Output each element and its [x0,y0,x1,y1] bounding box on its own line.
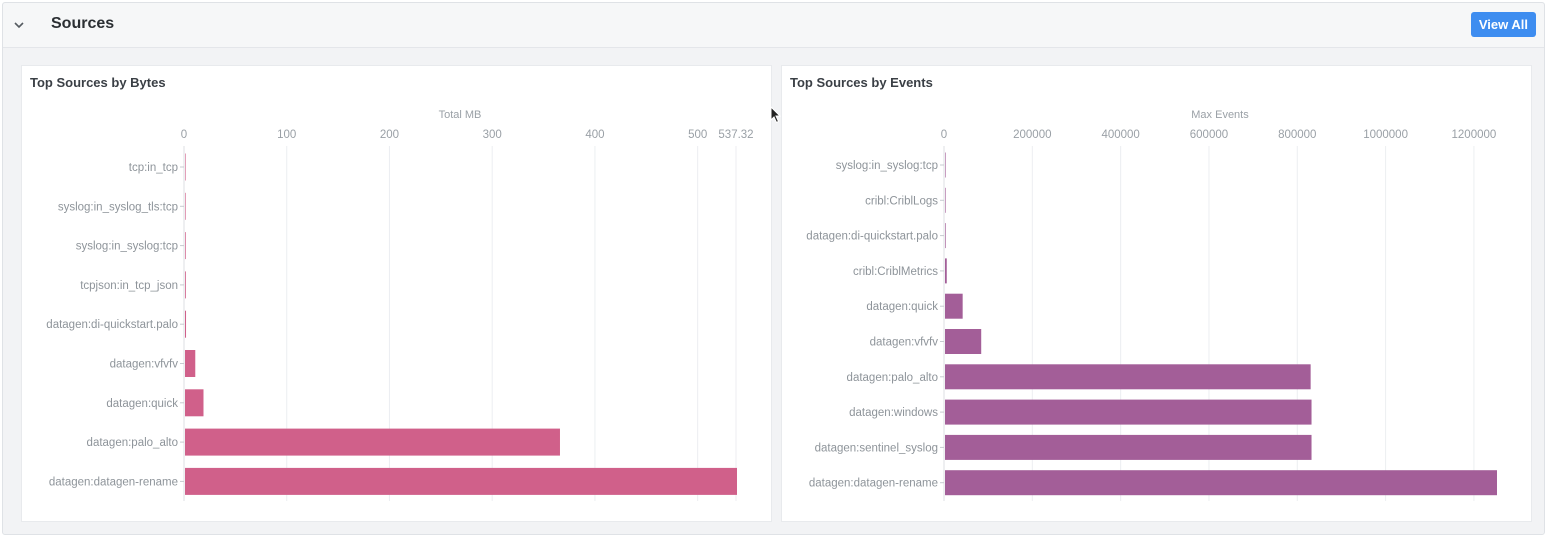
bar [945,152,946,178]
top-sources-by-bytes-card: Top Sources by Bytes Total MB 0 100 200 300 4… [21,65,772,522]
bar [945,470,1497,496]
x-tick-label: 400000 [1101,129,1139,141]
bar [185,467,737,495]
category-label: datagen:datagen-rename [49,476,178,488]
category-label: datagen:vfvfv [110,359,179,371]
view-all-button[interactable]: View All [1470,12,1536,37]
category-label: datagen:palo_alto [87,437,178,449]
top-sources-by-events-card: Top Sources by Events Max Events 0 200000 4… [781,65,1532,522]
sources-header: Sources View All [3,3,1544,48]
chart-title: Top Sources by Bytes [30,75,166,90]
bar [185,389,204,417]
bar [945,187,946,213]
category-label: datagen:di-quickstart.palo [46,319,178,331]
category-label: datagen:vfvfv [870,337,939,349]
category-label: datagen:sentinel_syslog [815,442,938,454]
section-title: Sources [51,15,115,32]
x-tick-label: 800000 [1278,129,1316,141]
category-label: syslog:in_syslog_tls:tcp [58,201,178,213]
bar [945,329,982,354]
x-tick-label: 100 [277,129,296,141]
category-label: syslog:in_syslog:tcp [836,160,938,172]
category-label: syslog:in_syslog:tcp [76,241,178,253]
category-label: datagen:di-quickstart.palo [806,231,938,243]
x-tick-label: 0 [941,129,947,141]
category-label: tcpjson:in_tcp_json [80,280,178,292]
x-axis-title: Max Events [1191,109,1249,121]
x-tick-label: 537.32 [718,129,753,141]
category-label: datagen:palo_alto [847,372,938,384]
x-tick-label: 500 [688,129,707,141]
bar [185,153,186,181]
bar [945,258,947,284]
x-tick-label: 200000 [1013,129,1051,141]
category-label: tcp:in_tcp [129,162,178,174]
bar [945,364,1311,390]
collapse-button[interactable] [9,15,29,35]
bar [185,310,187,338]
bar [185,350,196,377]
mouse-cursor-icon [770,106,782,124]
x-tick-label: 300 [483,129,502,141]
x-tick-label: 0 [181,129,187,141]
chevron-down-icon [14,22,24,29]
bar [185,232,186,260]
x-tick-label: 400 [585,129,604,141]
bar [945,399,1312,425]
category-label: datagen:quick [866,301,938,313]
events-chart: Max Events 0 200000 400000 600000 800000 10000… [806,109,1497,501]
category-label: cribl:CriblMetrics [853,266,938,278]
category-label: datagen:datagen-rename [809,478,938,490]
bar [945,434,1312,460]
x-tick-label: 1200000 [1452,129,1497,141]
bar [945,293,963,319]
x-tick-label: 1000000 [1363,129,1408,141]
x-axis-title: Total MB [439,109,482,121]
bar [185,192,186,220]
category-label: cribl:CriblLogs [865,195,938,207]
category-label: datagen:quick [106,398,178,410]
bar [185,428,560,456]
category-label: datagen:windows [849,407,938,419]
chart-title: Top Sources by Events [790,75,933,90]
x-tick-label: 200 [380,129,399,141]
bar [945,223,946,249]
x-tick-label: 600000 [1190,129,1228,141]
bytes-chart: Total MB 0 100 200 300 400 500 537.32 tcp:in_tcp… [46,109,754,501]
bar [185,271,186,299]
